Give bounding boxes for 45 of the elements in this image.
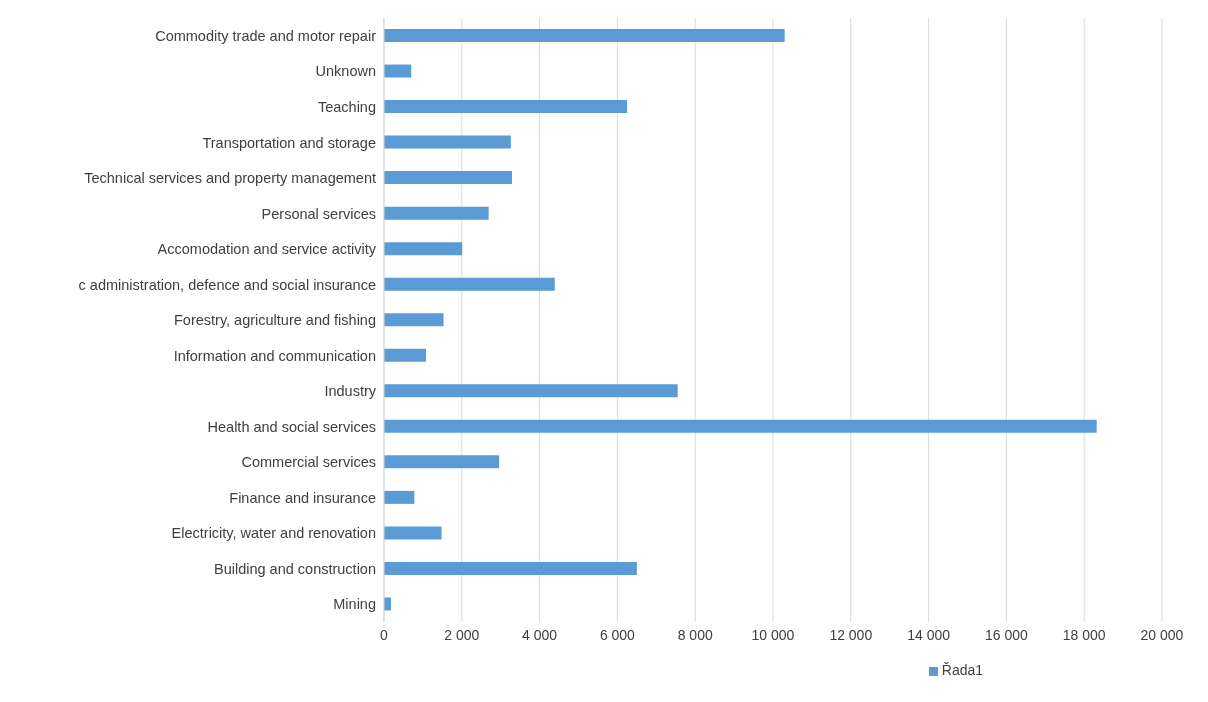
x-tick-label: 6 000 — [599, 626, 636, 643]
bar — [384, 526, 442, 540]
y-tick-label: Technical services and property management — [84, 170, 376, 187]
y-tick-label: Finance and insurance — [229, 489, 376, 506]
bar — [384, 242, 463, 256]
y-tick-label: c administration, defence and social insurance — [78, 276, 376, 293]
bar — [384, 277, 555, 291]
x-tick-label: 12 000 — [829, 626, 873, 643]
y-tick-label: Industry — [324, 383, 377, 400]
bar — [384, 455, 500, 469]
y-tick-label: Commercial services — [241, 454, 376, 471]
bar — [384, 561, 637, 575]
y-tick-label: Mining — [333, 596, 376, 613]
x-tick-label: 14 000 — [907, 626, 951, 643]
bar — [384, 29, 785, 42]
bar — [384, 206, 489, 220]
x-tick-label: 0 — [380, 626, 389, 643]
y-tick-label: Health and social services — [207, 418, 376, 435]
bar — [384, 490, 415, 504]
y-tick-label: Teaching — [317, 98, 376, 115]
bar — [384, 384, 678, 398]
x-tick-label: 16 000 — [984, 626, 1029, 643]
y-tick-label: Building and construction — [213, 560, 376, 577]
y-tick-label: Electricity, water and renovation — [171, 525, 376, 542]
y-tick-label: Information and communication — [173, 347, 376, 364]
x-tick-label: 8 000 — [677, 626, 713, 643]
y-tick-label: Personal services — [261, 205, 376, 222]
y-tick-label: Transportation and storage — [202, 134, 376, 151]
x-tick-label: 2 000 — [444, 626, 480, 643]
bar — [384, 100, 628, 114]
y-tick-label: Accomodation and service activity — [157, 241, 377, 258]
x-tick-label: 20 000 — [1140, 626, 1184, 643]
bar — [384, 419, 1097, 433]
bar — [384, 64, 412, 78]
bar — [384, 313, 444, 327]
y-tick-label: Unknown — [315, 63, 376, 80]
bar — [384, 171, 512, 185]
bar — [384, 348, 427, 362]
x-tick-label: 10 000 — [751, 626, 795, 643]
y-tick-label: Commodity trade and motor repair — [155, 27, 377, 44]
y-tick-label: Forestry, agriculture and fishing — [173, 312, 376, 329]
bar — [384, 135, 511, 149]
legend-label: Řada1 — [941, 662, 984, 678]
x-tick-label: 18 000 — [1062, 626, 1106, 643]
x-tick-label: 4 000 — [522, 626, 558, 643]
